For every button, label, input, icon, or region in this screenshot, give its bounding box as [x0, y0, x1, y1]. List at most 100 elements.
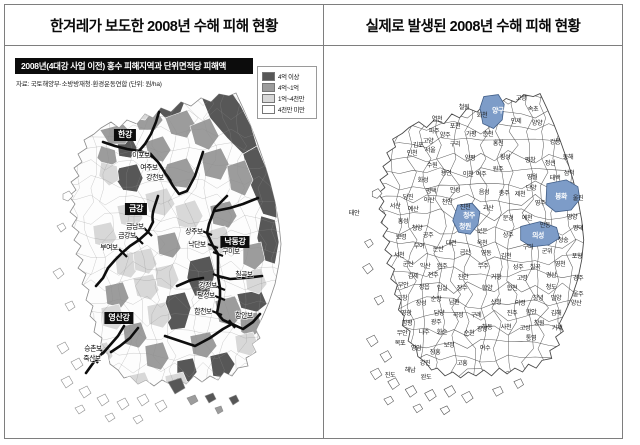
district-label-창녕: 창녕 [532, 294, 544, 302]
highlighted-district-label-청원: 청원 [459, 223, 471, 231]
district-label-강진: 강진 [419, 359, 431, 367]
district-label-영동: 영동 [480, 249, 492, 257]
weir-label-구미보: 구미보 [222, 248, 240, 256]
district-label-인천: 인천 [406, 149, 418, 157]
district-label-경산: 경산 [545, 271, 557, 279]
district-label-보은: 보은 [476, 227, 488, 235]
district-label-영광: 영광 [400, 309, 412, 317]
district-label-창원: 창원 [533, 319, 545, 327]
district-label-단양: 단양 [525, 184, 537, 192]
district-label-무주: 무주 [477, 262, 489, 270]
legend-label: 4억 이상 [278, 74, 300, 81]
right-map-group [362, 93, 585, 416]
district-label-수원: 수원 [426, 161, 438, 169]
district-label-김포: 김포 [412, 141, 424, 149]
district-label-용인: 용인 [440, 169, 452, 177]
weir-label-강정보: 강정보 [199, 282, 217, 290]
legend-label: 4천만 미만 [278, 107, 305, 114]
district-label-광주: 광주 [430, 318, 442, 326]
district-label-장성: 장성 [415, 299, 427, 307]
legend-row-2: 1억~4천만 [262, 93, 313, 104]
district-label-구례: 구례 [470, 311, 482, 319]
weir-label-이포보: 이포보 [132, 152, 150, 160]
district-label-부안: 부안 [397, 281, 409, 289]
district-label-김천: 김천 [500, 252, 512, 260]
district-label-여주: 여주 [475, 170, 487, 178]
district-label-가평: 가평 [465, 130, 477, 138]
district-label-양양: 양양 [531, 119, 543, 127]
weir-label-칠곡보: 칠곡보 [235, 271, 253, 279]
district-label-고흥: 고흥 [456, 359, 468, 367]
title-row: 한겨레가 보도한 2008년 수해 피해 현황 실제로 발생된 2008년 수해… [5, 5, 622, 46]
district-label-고성: 고성 [515, 94, 527, 102]
district-label-여수: 여수 [479, 344, 491, 352]
legend-swatch [262, 72, 275, 81]
district-label-울진: 울진 [572, 194, 584, 202]
district-label-서천: 서천 [393, 251, 405, 259]
legend-row-0: 4억 이상 [262, 71, 313, 82]
district-label-양주: 양주 [439, 131, 451, 139]
district-label-아산: 아산 [423, 196, 435, 204]
district-label-파주: 파주 [428, 127, 440, 135]
district-label-고창: 고창 [396, 294, 408, 302]
legend-label: 4억~1억 [278, 85, 299, 92]
district-label-전주: 전주 [427, 271, 439, 279]
district-label-산청: 산청 [490, 298, 502, 306]
district-label-부여: 부여 [413, 242, 425, 250]
weir-label-부여보: 부여보 [100, 244, 118, 252]
district-label-양평: 양평 [464, 154, 476, 162]
district-label-충주: 충주 [498, 189, 510, 197]
highlighted-districts [452, 94, 581, 248]
district-label-영암: 영암 [410, 344, 422, 352]
district-label-목포: 목포 [394, 339, 406, 347]
highlighted-district-label-봉화: 봉화 [555, 193, 567, 201]
district-label-장흥: 장흥 [429, 348, 441, 356]
district-label-태백: 태백 [549, 174, 561, 182]
river-label-영산강: 영산강 [104, 312, 134, 324]
district-label-상주: 상주 [502, 231, 514, 239]
district-label-함평: 함평 [401, 319, 413, 327]
district-label-진안: 진안 [457, 273, 469, 281]
legend-row-3: 4천만 미만 [262, 104, 313, 115]
highlighted-district-label-의성: 의성 [532, 232, 544, 240]
district-label-장수: 장수 [456, 284, 468, 292]
left-map-header: 2008년(4대강 사업 이전) 홍수 피해지역과 단위면적당 피해액 [15, 58, 253, 74]
weir-label-강천보: 강천보 [146, 174, 164, 182]
district-label-화성: 화성 [417, 176, 429, 184]
district-label-구리: 구리 [449, 140, 461, 148]
right-map-svg [362, 93, 585, 416]
district-label-정읍: 정읍 [418, 283, 430, 291]
district-label-홍천: 홍천 [492, 139, 504, 147]
highlighted-district-label-양구: 양구 [492, 107, 504, 115]
district-label-의령: 의령 [514, 299, 526, 307]
district-label-논산: 논산 [432, 245, 444, 253]
weir-label-상주보: 상주보 [185, 228, 203, 236]
district-label-청도: 청도 [545, 283, 557, 291]
map-panels: 2008년(4대강 사업 이전) 홍수 피해지역과 단위면적당 피해액 자료: … [5, 46, 622, 438]
district-label-해남: 해남 [404, 366, 416, 374]
legend-label: 1억~4천만 [278, 96, 305, 103]
district-label-사천: 사천 [500, 323, 512, 331]
left-title: 한겨레가 보도한 2008년 수해 피해 현황 [50, 18, 278, 35]
district-label-연천: 연천 [431, 115, 443, 123]
district-label-함안: 함안 [525, 308, 537, 316]
right-map-panel: 철원 화천 고성 속초 인제 양양 연천 포천 파주 양주 가평 춘천 고양 김포 구리 서울 인천 홍천 강릉 양평… [323, 46, 622, 438]
district-label-청송: 청송 [557, 236, 569, 244]
district-label-담양: 담양 [433, 309, 445, 317]
district-label-포천: 포천 [449, 122, 461, 130]
district-label-광양: 광양 [476, 325, 488, 333]
comparison-table: 한겨레가 보도한 2008년 수해 피해 현황 실제로 발생된 2008년 수해… [4, 4, 623, 439]
district-label-태안: 태안 [348, 209, 360, 217]
district-label-보령: 보령 [395, 233, 407, 241]
district-label-나주: 나주 [418, 328, 430, 336]
district-label-남원: 남원 [448, 298, 460, 306]
district-label-안성: 안성 [449, 186, 461, 194]
district-label-옥천: 옥천 [476, 239, 488, 247]
left-map-panel: 2008년(4대강 사업 이전) 홍수 피해지역과 단위면적당 피해액 자료: … [5, 46, 323, 438]
district-label-제천: 제천 [514, 190, 526, 198]
district-label-영양: 영양 [566, 213, 578, 221]
district-label-곡성: 곡성 [452, 311, 464, 319]
weir-ticks [91, 152, 236, 364]
district-label-고성: 고성 [519, 324, 531, 332]
